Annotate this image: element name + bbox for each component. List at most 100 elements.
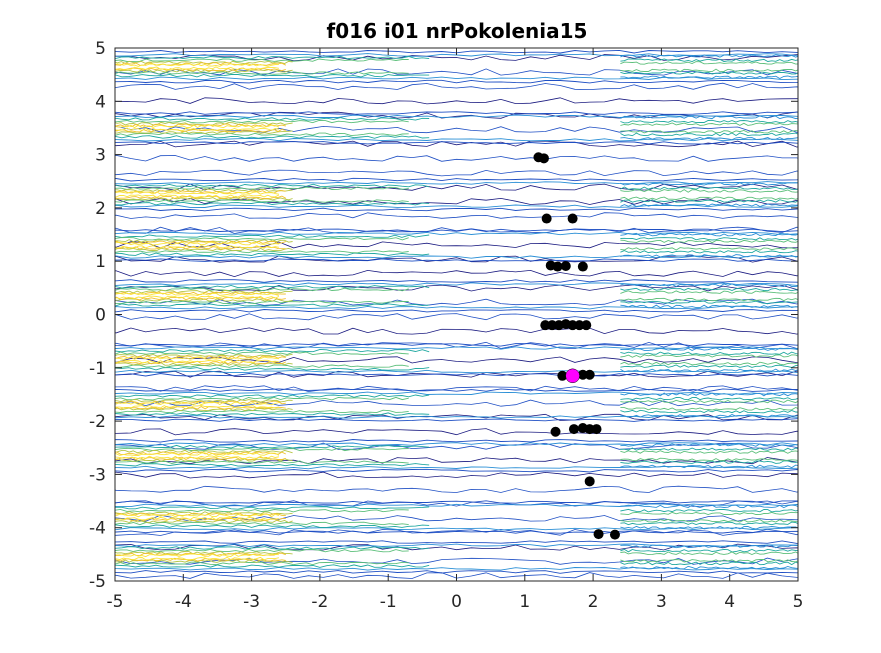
contour-line	[115, 197, 293, 201]
contour-line	[620, 115, 798, 120]
contour-line	[115, 508, 409, 513]
contour-line	[115, 388, 798, 392]
contour-line	[115, 564, 430, 568]
contour-line	[115, 444, 430, 449]
y-tick-label: -5	[89, 572, 106, 592]
contour-line	[620, 54, 798, 58]
contour-line	[620, 136, 798, 141]
contour-line	[115, 82, 798, 91]
contour-line	[115, 364, 409, 368]
contour-line	[115, 356, 798, 364]
contour-line	[115, 517, 286, 522]
contour-line	[620, 548, 798, 553]
contour-line	[115, 468, 798, 473]
contour-line	[115, 500, 798, 504]
contour-line	[115, 60, 293, 65]
x-tick-label: -5	[107, 592, 124, 612]
contour-line	[620, 122, 798, 126]
population-point	[550, 426, 561, 437]
x-tick-label: -4	[175, 592, 192, 612]
contour-line	[115, 240, 286, 245]
contour-line	[115, 111, 798, 115]
x-tick-label: -1	[380, 592, 397, 612]
contour-line	[115, 343, 798, 347]
contour-line	[115, 237, 409, 241]
x-tick-label: -2	[311, 592, 328, 612]
contour-line	[115, 327, 798, 335]
contour-line	[115, 451, 286, 455]
contour-line	[115, 114, 798, 118]
contour-line	[620, 232, 798, 237]
contour-line	[115, 69, 293, 73]
contour-line	[115, 295, 280, 300]
contour-line	[115, 199, 409, 203]
x-tick-label: 1	[519, 592, 530, 612]
contour-line	[115, 191, 279, 195]
contour-line	[115, 226, 798, 234]
contour-line	[115, 258, 798, 262]
contour-line	[620, 561, 798, 566]
contour-line	[620, 443, 798, 447]
contour-line	[620, 354, 798, 358]
contour-line	[620, 247, 798, 251]
x-axis: -5 -4 -3 -2 -1 0 1 2 3 4 5	[107, 48, 804, 612]
contour-line	[115, 231, 798, 236]
contour-line	[115, 528, 798, 536]
contour-line	[115, 279, 798, 283]
contour-line	[115, 228, 798, 233]
contour-line	[620, 544, 798, 549]
contour-line	[620, 551, 798, 556]
x-tick-label: 5	[793, 592, 804, 612]
contour-line	[115, 183, 430, 188]
contour-line	[115, 356, 279, 361]
contour-line	[115, 140, 798, 148]
contour-line	[115, 471, 798, 479]
population-point	[584, 476, 595, 487]
y-tick-label: 1	[95, 252, 106, 272]
contour-line	[115, 351, 409, 356]
contour-line	[115, 524, 430, 528]
contour-line	[115, 556, 280, 561]
contour-line	[115, 305, 798, 310]
contour-line	[115, 207, 798, 212]
contour-line	[620, 283, 798, 288]
contour-line	[620, 239, 798, 244]
contour-line	[620, 521, 798, 526]
contour-line	[620, 196, 798, 201]
contour-line	[115, 58, 409, 62]
contour-line	[115, 460, 409, 464]
contour-line	[620, 287, 798, 292]
contour-line	[115, 551, 293, 555]
contour-line	[620, 75, 798, 80]
contour-line	[620, 132, 798, 137]
x-tick-label: 0	[451, 592, 462, 612]
contour-line	[620, 447, 798, 451]
contour-line	[115, 543, 798, 548]
contour-line	[115, 255, 798, 259]
y-axis: -5 -4 -3 -2 -1 0 1 2 3 4 5	[89, 39, 798, 592]
contour-line	[115, 212, 798, 219]
contour-line	[115, 570, 798, 574]
x-tick-label: 2	[588, 592, 599, 612]
contour-line	[115, 418, 798, 422]
contour-line	[620, 392, 798, 397]
contour-line	[115, 348, 430, 353]
contour-line	[620, 518, 798, 523]
population-point	[584, 369, 595, 380]
contour-line	[620, 361, 798, 366]
contour-line	[620, 511, 798, 516]
contour-line	[620, 504, 798, 509]
contour-line	[115, 527, 798, 531]
contour-line	[620, 464, 798, 469]
contour-line	[620, 290, 798, 294]
contour-line	[115, 55, 430, 60]
contour-line	[620, 203, 798, 207]
contour-line	[115, 204, 798, 209]
contour-line	[115, 141, 798, 145]
contour-line	[115, 127, 279, 132]
population-point	[568, 424, 579, 435]
contour-line	[620, 397, 798, 401]
contour-line	[115, 465, 798, 470]
contour-lines	[115, 49, 798, 579]
contour-line	[115, 442, 798, 446]
